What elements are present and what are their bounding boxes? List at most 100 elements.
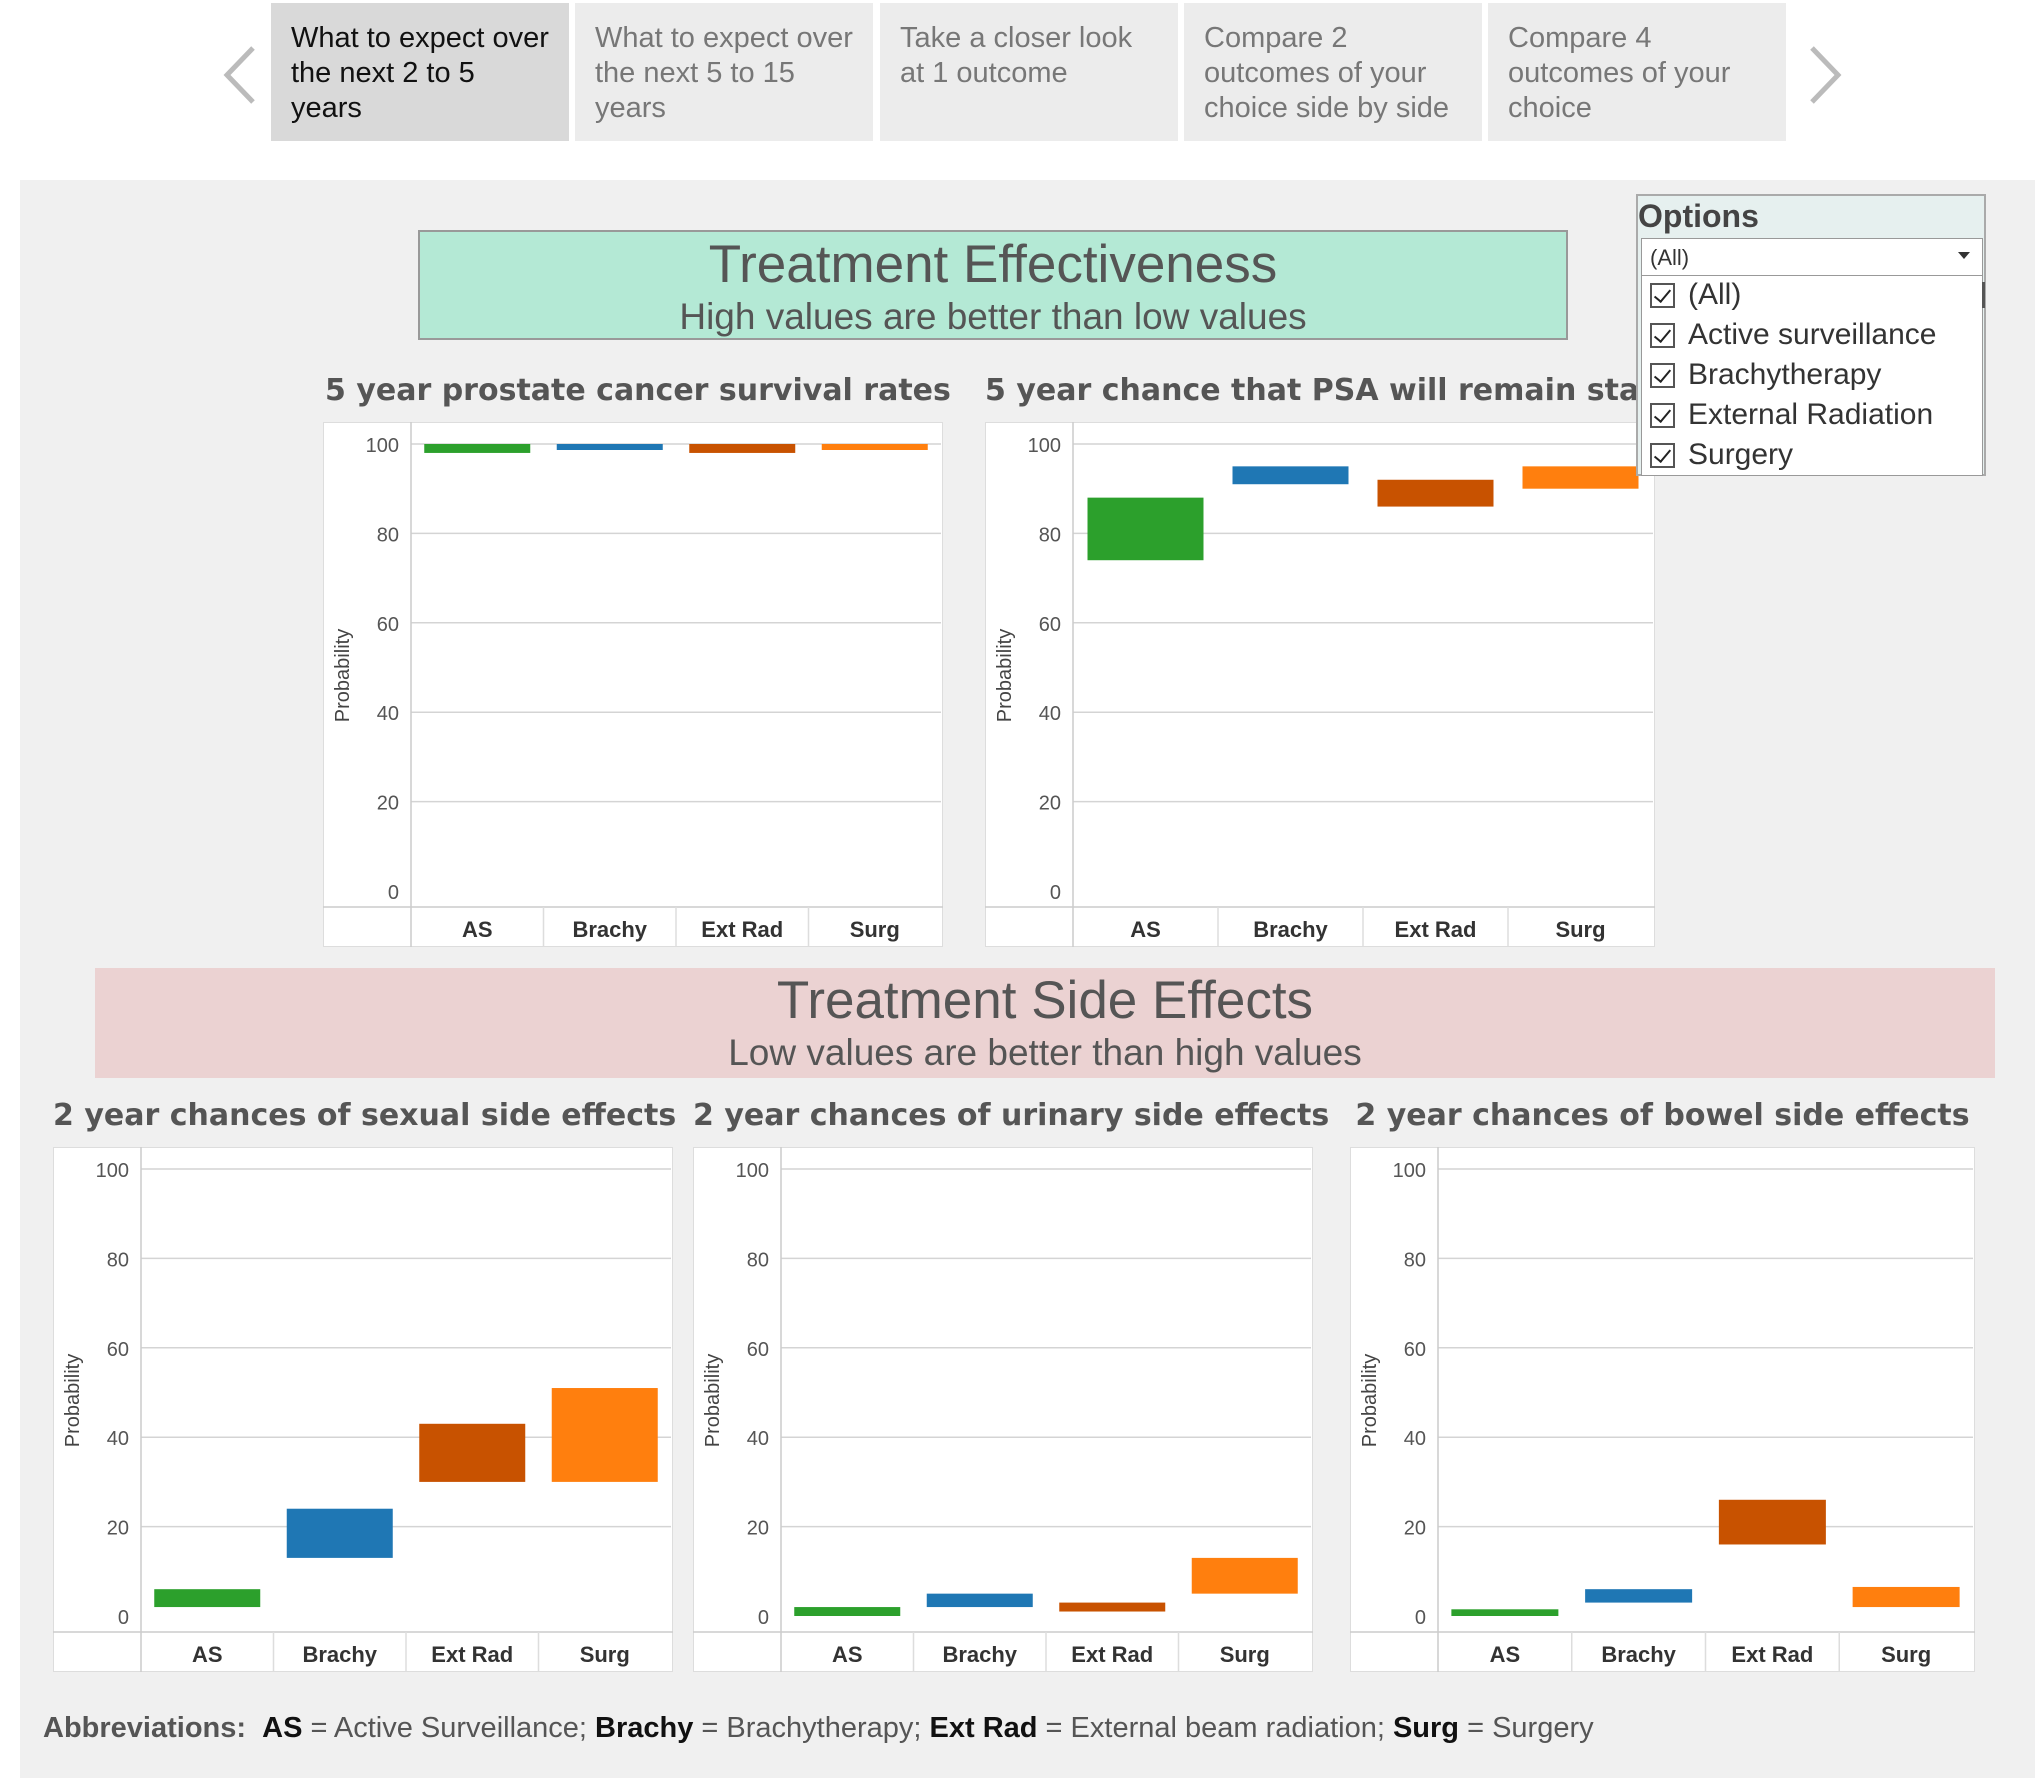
x-tick-label: Ext Rad (431, 1642, 513, 1667)
y-tick-label: 40 (377, 703, 399, 725)
chart-frame (693, 1147, 1313, 1672)
banner-subtitle: High values are better than low values (679, 296, 1307, 337)
checkbox-checked-icon[interactable] (1650, 283, 1675, 308)
x-tick-label: AS (1490, 1642, 1521, 1667)
abbr-as: AS (262, 1712, 303, 1744)
bar-brachy (556, 444, 663, 450)
x-tick-label: Ext Rad (701, 917, 783, 942)
x-tick-label: Brachy (1601, 1642, 1676, 1667)
option-label: Active surveillance (1688, 318, 1937, 351)
y-tick-label: 60 (107, 1339, 129, 1361)
y-tick-label: 100 (96, 1160, 129, 1182)
x-tick-label: Brachy (1253, 917, 1328, 942)
abbreviations-footer: Abbreviations: AS = Active Surveillance;… (43, 1712, 1594, 1745)
options-scrollbar[interactable] (1982, 282, 1985, 308)
y-tick-label: 20 (1404, 1518, 1426, 1540)
previous-arrow-icon[interactable] (215, 40, 265, 110)
x-tick-label: Ext Rad (1071, 1642, 1153, 1667)
tab-next-2-to-5-years[interactable]: What to expect over the next 2 to 5 year… (271, 3, 569, 141)
x-tick-label: Surg (850, 917, 900, 942)
checkbox-checked-icon[interactable] (1650, 323, 1675, 348)
chart-frame (323, 422, 943, 947)
y-tick-label: 60 (1039, 614, 1061, 636)
y-tick-label: 40 (1039, 703, 1061, 725)
y-tick-label: 20 (747, 1518, 769, 1540)
y-tick-label: 0 (758, 1607, 769, 1629)
y-tick-label: 40 (1404, 1428, 1426, 1450)
tab-label: What to expect over the next 5 to 15 yea… (595, 22, 853, 124)
chart-frame (53, 1147, 673, 1672)
x-tick-label: AS (192, 1642, 223, 1667)
x-tick-label: AS (832, 1642, 863, 1667)
y-axis-label: Probability (332, 629, 354, 722)
options-panel: Options (All) (All) Active surveillance … (1636, 194, 1986, 476)
next-arrow-icon[interactable] (1800, 40, 1850, 110)
bar-surg (551, 1388, 658, 1482)
abbr-brachy-text: = Brachytherapy; (693, 1712, 930, 1744)
tab-compare-2-outcomes[interactable]: Compare 2 outcomes of your choice side b… (1184, 3, 1482, 141)
y-tick-label: 20 (1039, 793, 1061, 815)
y-tick-label: 0 (118, 1607, 129, 1629)
bar-surg (1522, 466, 1639, 489)
abbr-ext-rad: Ext Rad (929, 1712, 1038, 1744)
y-tick-label: 60 (747, 1339, 769, 1361)
y-tick-label: 0 (388, 882, 399, 904)
chart-frame (1350, 1147, 1975, 1672)
tab-compare-4-outcomes[interactable]: Compare 4 outcomes of your choice (1488, 3, 1786, 141)
option-label: External Radiation (1688, 398, 1934, 431)
chart-title-sexual: 2 year chances of sexual side effects (53, 1098, 677, 1133)
bar-brachy (1232, 466, 1349, 485)
dropdown-caret-icon (1958, 252, 1970, 259)
bar-as (794, 1607, 901, 1616)
x-tick-label: Ext Rad (1395, 917, 1477, 942)
y-tick-label: 60 (377, 614, 399, 636)
x-tick-label: Brachy (942, 1642, 1017, 1667)
tab-closer-look-1-outcome[interactable]: Take a closer look at 1 outcome (880, 3, 1178, 141)
y-tick-label: 20 (377, 793, 399, 815)
bar-ext-rad (1059, 1602, 1166, 1612)
y-tick-label: 100 (1393, 1160, 1426, 1182)
bar-brachy (286, 1508, 393, 1558)
y-tick-label: 100 (366, 435, 399, 457)
y-tick-label: 20 (107, 1518, 129, 1540)
chart-urinary: 0 20 40 60 80 100 Probability AS Brachy Ext Rad Su… (693, 1147, 1313, 1672)
chart-svg: 0 20 40 60 80 100 Probability AS Brachy Ext Rad Su… (985, 422, 1655, 947)
bar-as (154, 1589, 261, 1608)
banner-title: Treatment Side Effects (776, 971, 1314, 1030)
tab-label: Compare 4 outcomes of your choice (1508, 22, 1731, 124)
chart-title-psa: 5 year chance that PSA will remain stabl… (985, 373, 1692, 408)
chart-frame (985, 422, 1655, 947)
chart-sexual: 0 20 40 60 80 100 Probability AS Brachy Ext Rad Su… (53, 1147, 673, 1672)
y-tick-label: 0 (1415, 1607, 1426, 1629)
bar-ext-rad (1718, 1499, 1826, 1545)
y-axis-label: Probability (1359, 1354, 1381, 1447)
y-tick-label: 0 (1050, 882, 1061, 904)
bar-as (1087, 497, 1204, 561)
y-tick-label: 80 (747, 1249, 769, 1271)
bar-as (424, 444, 531, 453)
chart-bowel: 0 20 40 60 80 100 Probability AS Brachy Ext Rad Su… (1350, 1147, 1975, 1672)
chart-svg: 0 20 40 60 80 100 Probability AS Brachy Ext Rad Su… (53, 1147, 673, 1672)
banner-title: Treatment Effectiveness (708, 235, 1278, 294)
y-tick-label: 100 (1028, 435, 1061, 457)
dashboard: Treatment Effectiveness High values are … (20, 180, 2035, 1778)
options-dropdown[interactable]: (All) (1641, 238, 1983, 276)
chart-title-bowel: 2 year chances of bowel side effects (1355, 1098, 1970, 1133)
y-axis-label: Probability (62, 1354, 84, 1447)
bar-surg (1852, 1586, 1960, 1608)
y-tick-label: 60 (1404, 1339, 1426, 1361)
option-label: (All) (1688, 278, 1742, 311)
checkbox-checked-icon[interactable] (1650, 443, 1675, 468)
chart-survival: 0 20 40 60 80 100 Probability AS Brachy Ext Rad Su… (323, 422, 943, 947)
x-tick-label: Surg (1555, 917, 1605, 942)
tab-label: Take a closer look at 1 outcome (900, 22, 1133, 89)
x-tick-label: Surg (580, 1642, 630, 1667)
chart-psa: 0 20 40 60 80 100 Probability AS Brachy Ext Rad Su… (985, 422, 1655, 947)
x-tick-label: AS (1130, 917, 1161, 942)
checkbox-checked-icon[interactable] (1650, 363, 1675, 388)
tab-next-5-to-15-years[interactable]: What to expect over the next 5 to 15 yea… (575, 3, 873, 141)
x-tick-label: Surg (1881, 1642, 1931, 1667)
checkbox-checked-icon[interactable] (1650, 403, 1675, 428)
tab-label: Compare 2 outcomes of your choice side b… (1204, 22, 1450, 124)
x-tick-label: Ext Rad (1731, 1642, 1813, 1667)
